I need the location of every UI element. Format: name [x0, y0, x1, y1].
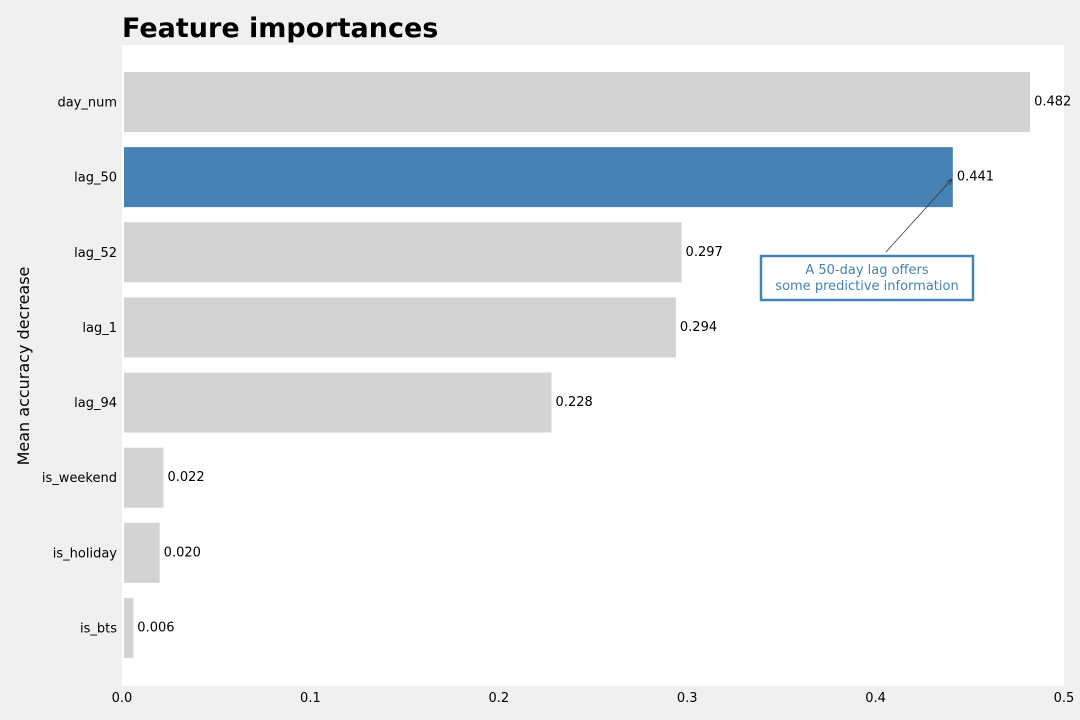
annotation-text-line-2: some predictive information — [775, 279, 958, 294]
x-tick-2: 0.2 — [488, 691, 509, 706]
y-tick-is_weekend: is_weekend — [42, 471, 117, 486]
annotation-arrow-head — [946, 178, 953, 185]
x-tick-labels: 0.0 0.1 0.2 0.3 0.4 0.5 — [112, 691, 1075, 706]
bar-lag_50 — [124, 147, 953, 208]
y-tick-labels: day_num lag_50 lag_52 lag_1 lag_94 is_weekend… — [42, 96, 117, 637]
y-tick-is_holiday: is_holiday — [53, 546, 118, 561]
y-tick-lag_50: lag_50 — [74, 171, 117, 186]
x-tick-1: 0.1 — [300, 691, 321, 706]
value-label-lag_1: 0.294 — [680, 320, 717, 335]
value-label-lag_94: 0.228 — [556, 395, 593, 410]
y-tick-day_num: day_num — [57, 96, 117, 111]
bar-is_bts — [124, 597, 134, 658]
value-label-is_weekend: 0.022 — [167, 470, 204, 485]
y-tick-lag_52: lag_52 — [74, 246, 117, 261]
value-labels: 0.482 0.441 0.297 0.294 0.228 0.022 0.020 0.006 — [137, 95, 1071, 636]
value-label-lag_52: 0.297 — [686, 245, 723, 260]
x-tick-0: 0.0 — [112, 691, 133, 706]
x-tick-3: 0.3 — [677, 691, 698, 706]
annotation-arrow-line — [885, 178, 953, 253]
x-tick-5: 0.5 — [1054, 691, 1075, 706]
bar-day_num — [124, 72, 1031, 132]
annotation-text-line-1: A 50-day lag offers — [805, 263, 929, 278]
value-label-day_num: 0.482 — [1034, 95, 1071, 110]
value-label-lag_50: 0.441 — [957, 170, 994, 185]
bar-lag_52 — [124, 222, 682, 283]
y-tick-is_bts: is_bts — [80, 621, 117, 636]
value-label-is_holiday: 0.020 — [164, 545, 201, 560]
x-tick-4: 0.4 — [865, 691, 886, 706]
bars — [124, 72, 1031, 658]
plot-area — [122, 45, 1064, 686]
bar-lag_1 — [124, 297, 676, 358]
annotation-box — [759, 254, 975, 302]
chart-title: Feature importances — [122, 13, 438, 44]
y-tick-lag_1: lag_1 — [82, 321, 117, 336]
y-tick-lag_94: lag_94 — [74, 396, 117, 411]
bar-is_weekend — [124, 447, 164, 508]
bar-is_holiday — [124, 522, 160, 583]
bar-lag_94 — [124, 372, 552, 433]
value-label-is_bts: 0.006 — [137, 620, 174, 635]
y-axis-label: Mean accuracy decrease — [14, 267, 33, 466]
